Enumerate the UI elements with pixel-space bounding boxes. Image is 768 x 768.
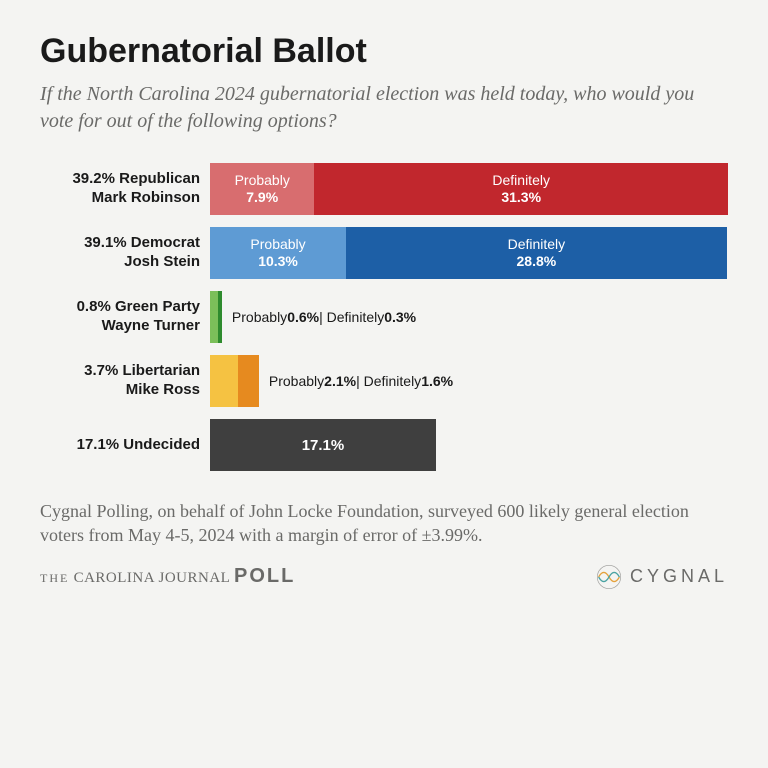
row-label: 39.2% RepublicanMark Robinson: [40, 163, 210, 215]
footer-note: Cygnal Polling, on behalf of John Locke …: [40, 499, 728, 548]
bar-segment: Probably7.9%: [210, 163, 314, 215]
logo-row: THE CAROLINA JOURNAL POLL CYGNAL: [40, 564, 728, 590]
chart-row: 3.7% LibertarianMike Ross Probably 2.1% |…: [40, 355, 728, 407]
row-label: 0.8% Green PartyWayne Turner: [40, 291, 210, 343]
chart-title: Gubernatorial Ballot: [40, 32, 728, 71]
row-label: 17.1% Undecided: [40, 419, 210, 471]
bar-segment: [238, 355, 259, 407]
bar-segment: Probably10.3%: [210, 227, 346, 279]
cygnal-icon: [596, 564, 622, 590]
row-label: 3.7% LibertarianMike Ross: [40, 355, 210, 407]
bar-segment: [210, 355, 238, 407]
poll-chart: 39.2% RepublicanMark RobinsonProbably7.9…: [40, 163, 728, 471]
carolina-journal-logo: THE CAROLINA JOURNAL POLL: [40, 565, 295, 588]
row-label: 39.1% DemocratJosh Stein: [40, 227, 210, 279]
bar-area: Probably7.9%Definitely31.3%: [210, 163, 728, 215]
bar-area: Probably 2.1% | Definitely 1.6%: [210, 355, 728, 407]
bar-segment: Definitely31.3%: [314, 163, 728, 215]
bar-outside-label: Probably 2.1% | Definitely 1.6%: [259, 355, 453, 407]
bar-area: 17.1%: [210, 419, 728, 471]
bar-area: Probably10.3%Definitely28.8%: [210, 227, 728, 279]
chart-row: 39.2% RepublicanMark RobinsonProbably7.9…: [40, 163, 728, 215]
cygnal-logo: CYGNAL: [596, 564, 728, 590]
bar-segment: Definitely28.8%: [346, 227, 727, 279]
bar-segment-single: 17.1%: [210, 419, 436, 471]
chart-subtitle: If the North Carolina 2024 gubernatorial…: [40, 81, 728, 135]
chart-row: 0.8% Green PartyWayne TurnerProbably 0.6…: [40, 291, 728, 343]
bar-area: Probably 0.6% | Definitely 0.3%: [210, 291, 728, 343]
bar-segment: [210, 291, 218, 343]
chart-row: 39.1% DemocratJosh SteinProbably10.3%Def…: [40, 227, 728, 279]
chart-row: 17.1% Undecided17.1%: [40, 419, 728, 471]
bar-outside-label: Probably 0.6% | Definitely 0.3%: [222, 291, 416, 343]
